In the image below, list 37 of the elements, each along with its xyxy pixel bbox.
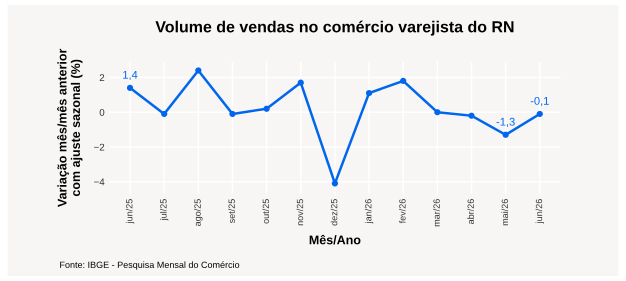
x-tick-label: dez/25: [330, 199, 338, 226]
point: [263, 106, 270, 112]
point: [298, 80, 304, 86]
chart-title: Volume de vendas no comércio varejista do RN: [155, 20, 514, 36]
point: [366, 90, 372, 96]
point: [400, 78, 406, 84]
y-tick-label: −4: [94, 178, 104, 186]
x-tick-label: mai/26: [501, 199, 508, 226]
data-label: -0,1: [530, 96, 549, 106]
point: [468, 112, 475, 119]
x-tick-label: jun/26: [536, 199, 544, 224]
x-tick-label: set/25: [228, 199, 235, 224]
x-axis-title: Mês/Ano: [310, 234, 360, 244]
y-tick-label: 2: [100, 74, 104, 81]
x-tick-label: jun/25: [126, 199, 134, 224]
x-tick-label: nov/25: [296, 199, 304, 226]
point: [161, 110, 168, 118]
data-label: 1,4: [123, 70, 138, 80]
y-axis-title: Variação mês/mês anterior com ajuste sazonal (%): [57, 48, 82, 207]
x-tick-label: jul/25: [160, 199, 168, 221]
source-note: Fonte: IBGE - Pesquisa Mensal do Comércio: [60, 261, 240, 270]
point: [229, 110, 236, 118]
point: [195, 67, 202, 74]
y-tick-label: 0: [100, 108, 104, 116]
point: [332, 180, 338, 187]
x-tick-label: fev/26: [398, 199, 406, 224]
x-tick-label: out/25: [262, 199, 270, 224]
x-tick-label: abr/26: [467, 199, 474, 224]
data-label: -1,3: [496, 118, 515, 127]
y-tick-label: −2: [94, 144, 104, 150]
point: [126, 84, 134, 92]
point: [536, 110, 543, 118]
point: [502, 132, 509, 138]
x-tick-label: mar/26: [433, 199, 440, 226]
x-tick-label: ago/25: [194, 199, 203, 226]
point: [434, 109, 440, 116]
x-tick-label: jan/26: [364, 199, 374, 224]
